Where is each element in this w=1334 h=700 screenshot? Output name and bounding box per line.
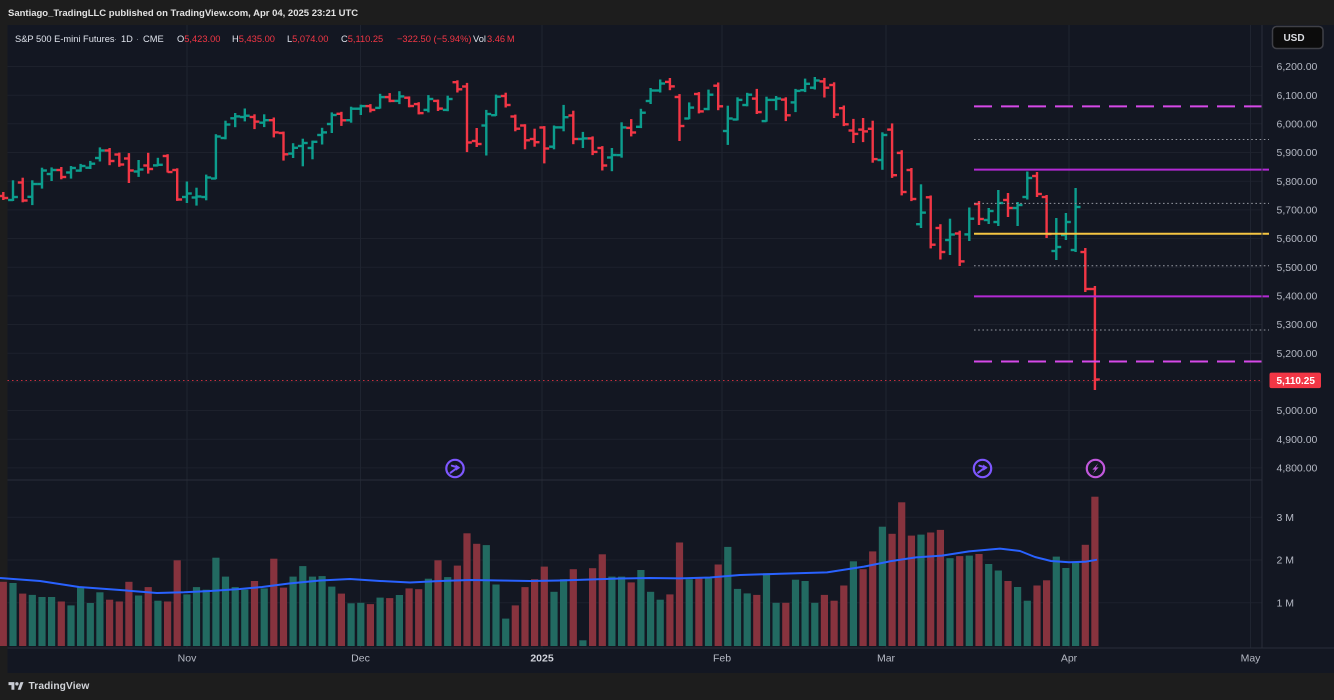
svg-text:1D: 1D [121,34,133,44]
svg-text:Santiago_TradingLLC published: Santiago_TradingLLC published on Trading… [8,8,358,19]
svg-text:S&P 500 E-mini Futures: S&P 500 E-mini Futures [15,34,115,44]
svg-text:−322.50 (−5.94%): −322.50 (−5.94%) [397,34,471,44]
svg-text:5,800.00: 5,800.00 [1277,176,1318,188]
svg-text:Nov: Nov [178,653,197,665]
svg-text:5,110.25: 5,110.25 [1277,376,1316,387]
svg-text:Vol3.46 M: Vol3.46 M [473,34,515,44]
svg-text:5,200.00: 5,200.00 [1277,348,1318,360]
svg-text:·: · [114,34,117,44]
svg-text:Feb: Feb [713,653,731,665]
svg-text:5,500.00: 5,500.00 [1277,262,1318,274]
svg-text:4,900.00: 4,900.00 [1277,434,1318,446]
svg-text:·: · [136,34,139,44]
svg-text:Mar: Mar [877,653,896,665]
svg-text:5,700.00: 5,700.00 [1277,205,1318,217]
svg-text:6,000.00: 6,000.00 [1277,119,1318,131]
svg-text:3 M: 3 M [1277,512,1295,524]
svg-text:5,400.00: 5,400.00 [1277,291,1318,303]
svg-text:1 M: 1 M [1277,598,1295,610]
svg-text:H5,435.00: H5,435.00 [232,34,275,44]
svg-text:Dec: Dec [351,653,370,665]
svg-text:USD: USD [1283,33,1304,44]
svg-text:5,600.00: 5,600.00 [1277,233,1318,245]
svg-text:2025: 2025 [530,653,554,665]
svg-text:May: May [1241,653,1262,665]
svg-text:6,200.00: 6,200.00 [1277,61,1318,73]
svg-text:5,000.00: 5,000.00 [1277,405,1318,417]
svg-text:C5,110.25: C5,110.25 [341,34,383,44]
svg-text:5,900.00: 5,900.00 [1277,147,1318,159]
svg-text:CME: CME [143,34,164,44]
svg-text:4,800.00: 4,800.00 [1277,463,1318,475]
svg-text:5,300.00: 5,300.00 [1277,319,1318,331]
svg-text:O5,423.00: O5,423.00 [177,34,220,44]
svg-text:2 M: 2 M [1277,555,1295,567]
svg-text:L5,074.00: L5,074.00 [287,34,328,44]
svg-text:Apr: Apr [1061,653,1078,665]
svg-text:6,100.00: 6,100.00 [1277,90,1318,102]
svg-text:TradingView: TradingView [29,681,90,692]
